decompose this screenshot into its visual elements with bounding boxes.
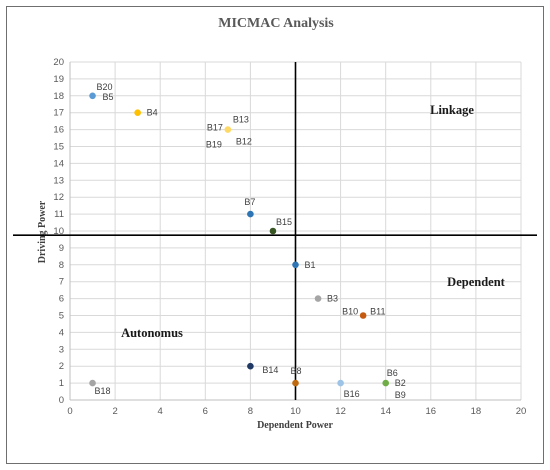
x-tick-label: 12 bbox=[335, 406, 346, 417]
data-point bbox=[89, 92, 96, 100]
data-point bbox=[89, 379, 96, 387]
x-axis-label: Dependent Power bbox=[257, 420, 333, 431]
y-tick-label: 7 bbox=[59, 277, 64, 288]
point-label: B20 bbox=[97, 82, 113, 92]
y-tick-label: 3 bbox=[59, 344, 64, 355]
data-point bbox=[292, 261, 299, 269]
y-tick-label: 16 bbox=[53, 125, 64, 136]
y-axis-label: Driving Power bbox=[37, 200, 48, 263]
y-tick-label: 4 bbox=[59, 327, 64, 338]
point-label: B16 bbox=[344, 389, 360, 399]
y-tick-label: 11 bbox=[54, 209, 64, 220]
data-point bbox=[337, 379, 344, 387]
quadrant-label-autonomous: Autonomus bbox=[121, 326, 183, 340]
x-tick-label: 18 bbox=[471, 406, 482, 417]
data-point bbox=[292, 379, 299, 387]
point-label: B18 bbox=[95, 386, 111, 396]
y-tick-label: 18 bbox=[53, 91, 64, 102]
data-point bbox=[224, 126, 232, 133]
data-point bbox=[247, 210, 254, 218]
x-tick-label: 16 bbox=[426, 406, 437, 417]
x-tick-label: 20 bbox=[516, 406, 527, 417]
y-tick-label: 19 bbox=[53, 74, 64, 85]
point-label: B1 bbox=[305, 260, 316, 270]
data-point bbox=[314, 295, 322, 302]
point-label: B4 bbox=[147, 108, 158, 118]
quadrant-label-dependent: Dependent bbox=[447, 275, 505, 289]
x-tick-label: 2 bbox=[112, 406, 117, 417]
x-tick-label: 14 bbox=[380, 406, 391, 417]
point-label: B17 bbox=[207, 123, 223, 133]
data-points bbox=[89, 92, 390, 387]
data-point bbox=[382, 379, 390, 387]
data-point bbox=[269, 227, 277, 235]
y-tick-label: 20 bbox=[53, 57, 64, 68]
y-tick-label: 14 bbox=[53, 158, 64, 169]
y-tick-label: 15 bbox=[53, 142, 64, 153]
y-tick-label: 17 bbox=[53, 108, 64, 119]
y-tick-label: 12 bbox=[53, 192, 64, 203]
point-label: B13 bbox=[233, 115, 249, 125]
x-tick-label: 6 bbox=[203, 406, 208, 417]
point-label: B3 bbox=[327, 294, 338, 304]
point-label: B19 bbox=[206, 140, 222, 150]
x-tick-label: 0 bbox=[67, 406, 72, 417]
point-label: B6 bbox=[387, 368, 398, 378]
point-label: B10 bbox=[342, 307, 358, 317]
point-label: B7 bbox=[244, 197, 255, 207]
y-tick-label: 0 bbox=[59, 395, 64, 406]
x-tick-label: 10 bbox=[290, 406, 301, 417]
point-label: B11 bbox=[370, 307, 385, 317]
chart-title: MICMAC Analysis bbox=[218, 16, 334, 31]
point-label: B15 bbox=[276, 217, 292, 227]
y-tick-label: 2 bbox=[59, 361, 64, 372]
data-point bbox=[134, 109, 141, 116]
x-tick-label: 4 bbox=[158, 406, 163, 417]
quadrant-lines bbox=[13, 62, 537, 400]
y-tick-label: 1 bbox=[59, 378, 64, 389]
y-tick-label: 9 bbox=[59, 243, 64, 254]
data-point bbox=[359, 312, 367, 319]
y-tick-label: 5 bbox=[59, 311, 64, 322]
y-tick-label: 8 bbox=[59, 260, 64, 271]
x-tick-label: 8 bbox=[248, 406, 253, 417]
data-point bbox=[247, 362, 254, 370]
point-label: B5 bbox=[103, 92, 114, 102]
y-tick-label: 6 bbox=[59, 294, 64, 305]
point-label: B8 bbox=[291, 366, 302, 376]
y-tick-label: 10 bbox=[53, 226, 64, 237]
point-label: B14 bbox=[262, 365, 278, 375]
point-label: B12 bbox=[236, 137, 252, 147]
point-label: B9 bbox=[395, 390, 406, 400]
point-label: B2 bbox=[395, 378, 406, 388]
y-tick-label: 13 bbox=[53, 175, 64, 186]
quadrant-label-linkage: Linkage bbox=[430, 103, 474, 117]
